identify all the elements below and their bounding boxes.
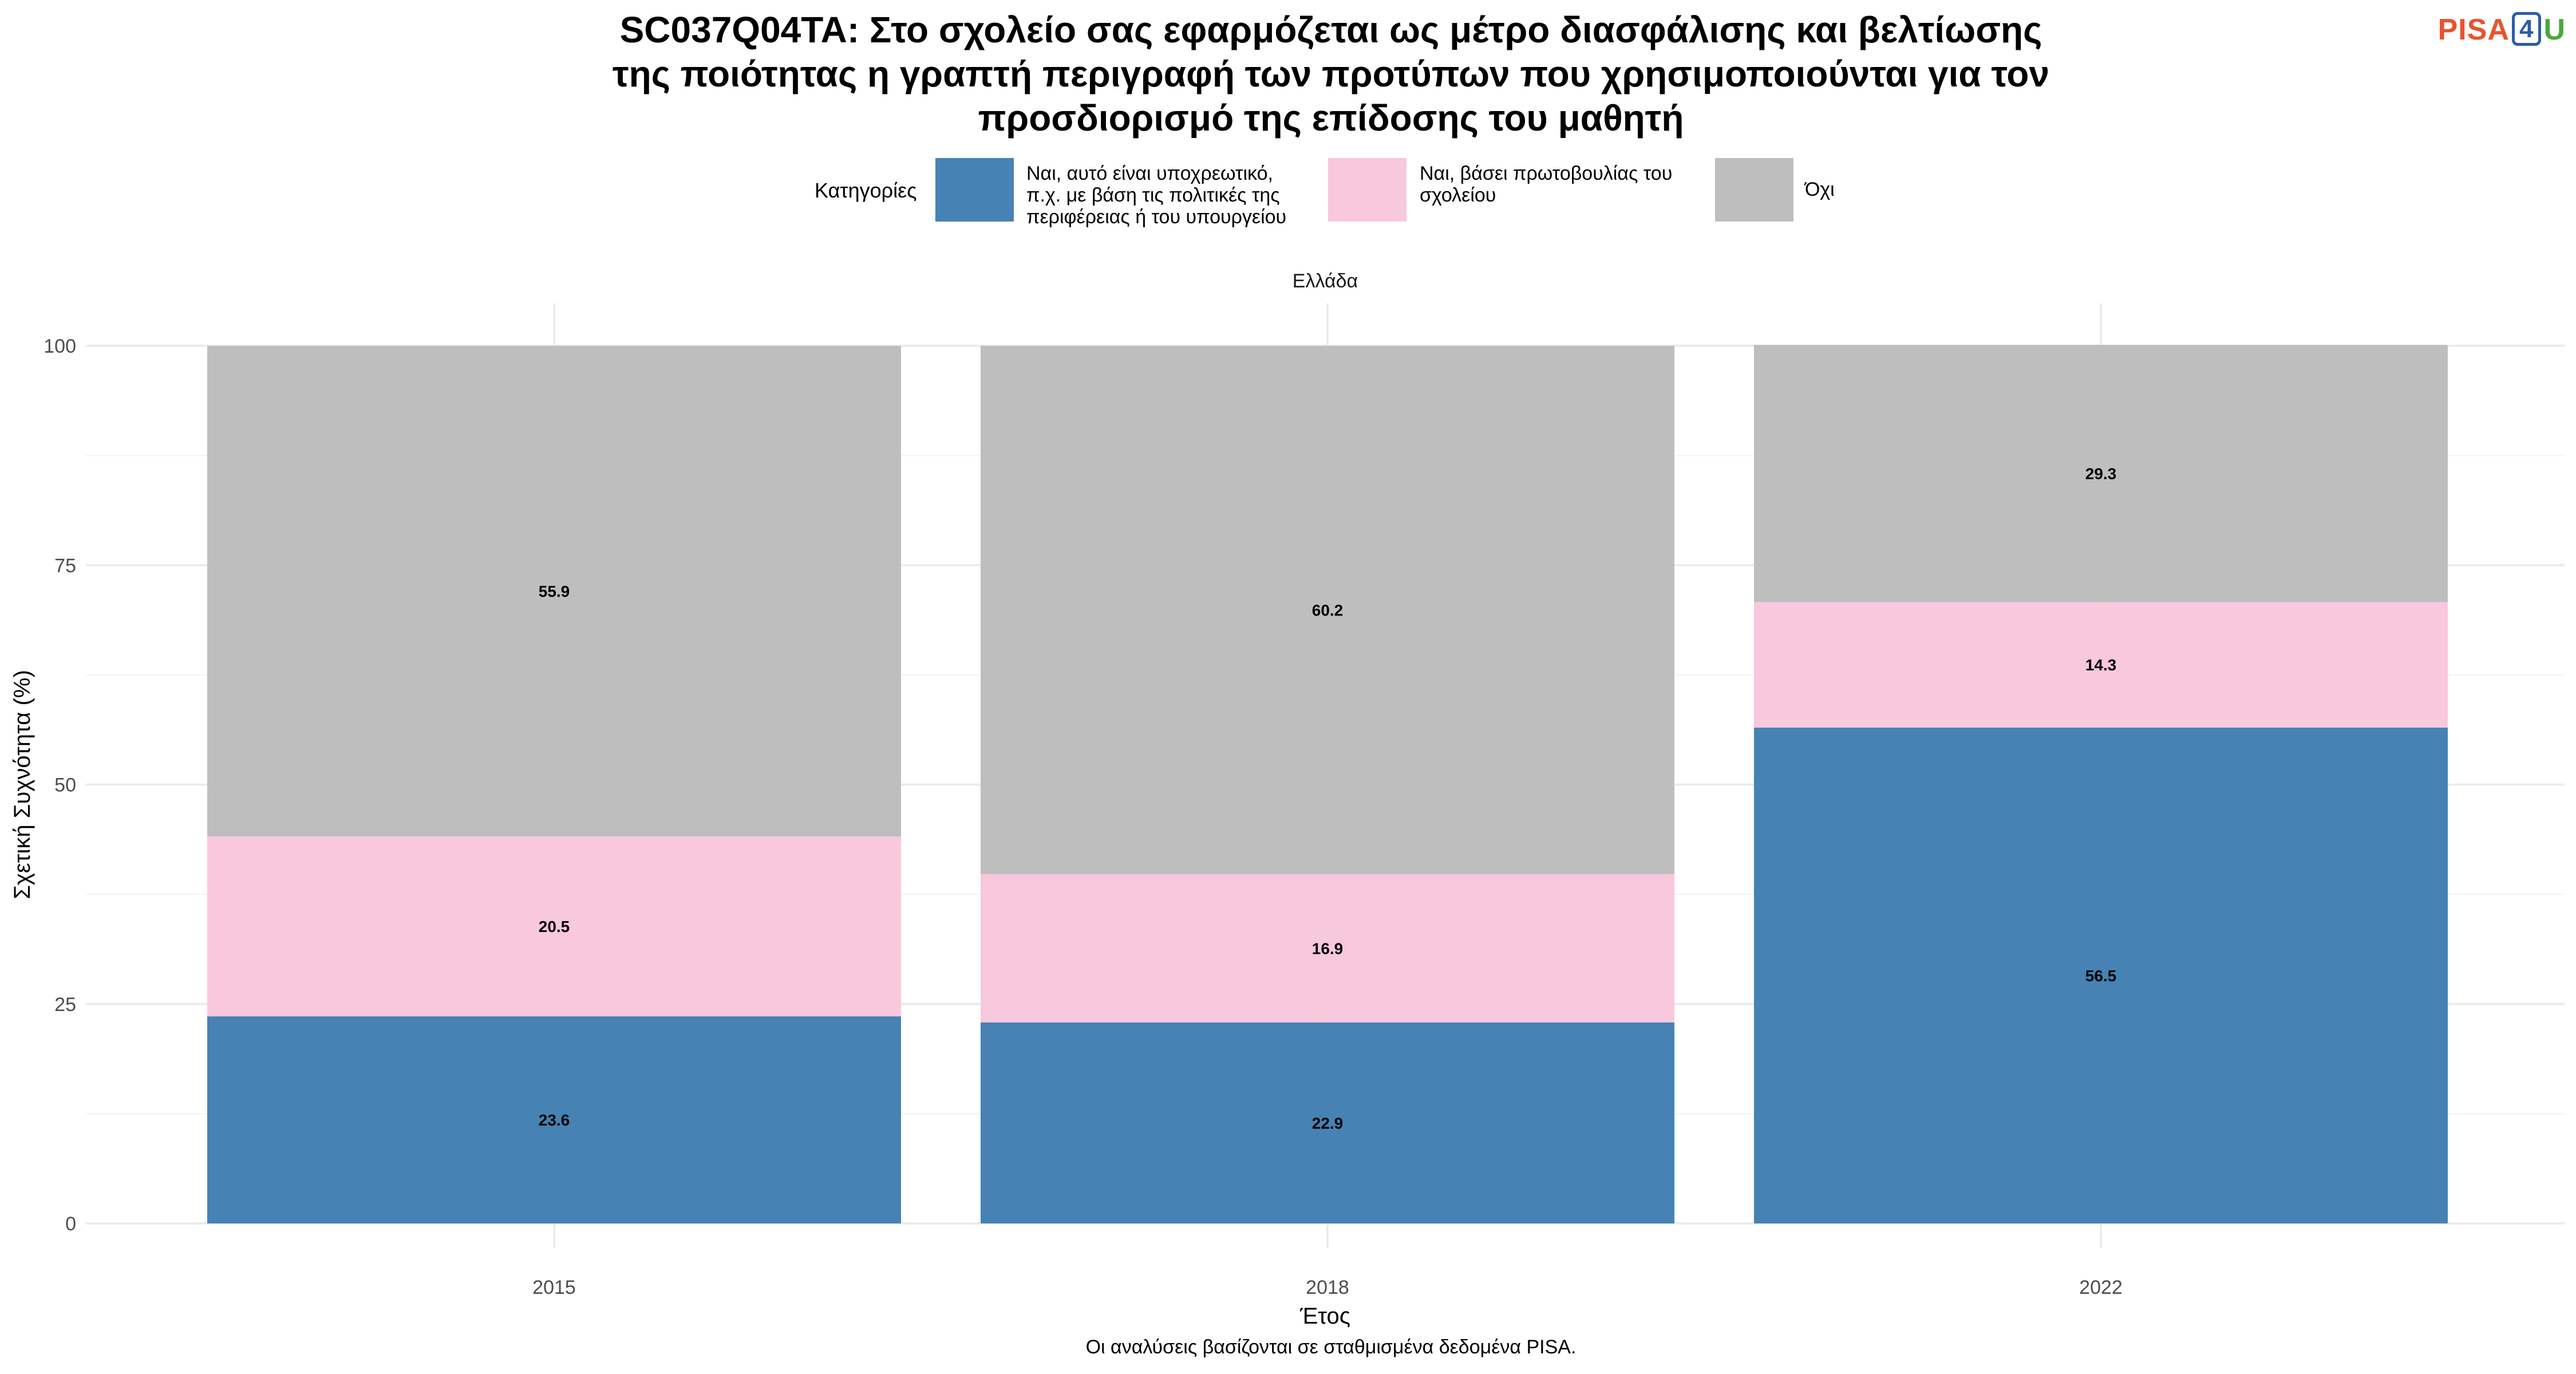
title-line-2: της ποιότητας η γραπτή περιγραφή των προ… (613, 53, 2049, 94)
caption: Οι αναλύσεις βασίζονται σε σταθμισμένα δ… (1085, 1336, 1577, 1358)
data-label: 23.6 (539, 1111, 570, 1129)
y-tick-label: 50 (54, 775, 76, 796)
data-label: 56.5 (2085, 967, 2117, 985)
bar-segment-mandatory (981, 1022, 1674, 1223)
data-label: 55.9 (539, 582, 570, 600)
data-label: 14.3 (2085, 656, 2117, 674)
title-line-3: προσδιορισμό της επίδοσης του μαθητή (978, 97, 1684, 139)
axes: Ελλάδα 0 25 50 75 100 2015 2018 2022 Έτος Σχετική … (10, 270, 2123, 1329)
y-tick-label: 100 (44, 335, 76, 357)
y-tick-label: 25 (54, 994, 76, 1016)
legend-label-mandatory: Ναι, αυτό είναι υποχρεωτικό, π.χ. με βάσ… (1026, 163, 1286, 228)
legend-label-mandatory-line: π.χ. με βάση τις πολιτικές της (1026, 184, 1280, 206)
data-label: 22.9 (1312, 1114, 1344, 1132)
bars (207, 345, 2448, 1223)
legend-label-school-initiative: Ναι, βάσει πρωτοβουλίας του σχολείου (1420, 163, 1672, 206)
data-label: 60.2 (1312, 601, 1344, 619)
legend-label-mandatory-line: Ναι, αυτό είναι υποχρεωτικό, (1026, 163, 1273, 184)
bar-segment-mandatory (1754, 727, 2448, 1223)
data-label: 20.5 (539, 918, 570, 935)
y-tick-label: 75 (54, 555, 76, 577)
pisa4u-logo: PISA 4 U (2437, 12, 2566, 47)
bar-segment-no (1754, 345, 2448, 602)
y-tick-label: 0 (65, 1213, 76, 1235)
y-axis-title: Σχετική Συχνότητα (%) (10, 670, 35, 899)
legend-title: Κατηγορίες (815, 179, 917, 202)
legend-label-no-line: Όχι (1805, 179, 1835, 200)
chart-title: SC037Q04TA: Στο σχολείο σας εφαρμόζεται … (0, 8, 2576, 140)
logo-text-pisa: PISA (2437, 13, 2510, 46)
legend-label-school-initiative-line: σχολείου (1420, 184, 1496, 206)
logo-text-u: U (2543, 13, 2566, 46)
legend-key-mandatory (935, 158, 1014, 222)
title-line-1: SC037Q04TA: Στο σχολείο σας εφαρμόζεται … (619, 9, 2042, 50)
bar-segment-no (981, 346, 1674, 874)
legend: Κατηγορίες Ναι, αυτό είναι υποχρεωτικό, … (0, 158, 2576, 228)
legend-key-no (1715, 158, 1793, 222)
bar-segment-school-initiative (207, 836, 901, 1017)
data-label: 29.3 (2085, 465, 2117, 483)
logo-text-4: 4 (2511, 12, 2542, 46)
x-tick-label: 2018 (1306, 1277, 1349, 1298)
legend-key-school-initiative (1328, 158, 1406, 222)
legend-label-no: Όχι (1805, 179, 1835, 200)
bar-segment-mandatory (207, 1016, 901, 1223)
legend-label-mandatory-line: περιφέρειας ή του υπουργείου (1026, 206, 1287, 228)
x-tick-label: 2015 (532, 1277, 576, 1298)
bar-segment-school-initiative (981, 874, 1674, 1022)
bar-segment-school-initiative (1754, 602, 2448, 728)
legend-label-school-initiative-line: Ναι, βάσει πρωτοβουλίας του (1420, 163, 1673, 184)
x-axis-title: Έτος (1299, 1304, 1350, 1329)
data-labels: 23.6 20.5 55.9 22.9 16.9 60.2 56.5 14.3 29.3 (539, 465, 2117, 1132)
x-tick-label: 2022 (2079, 1277, 2123, 1298)
facet-label: Ελλάδα (1293, 270, 1358, 292)
data-label: 16.9 (1312, 939, 1344, 957)
bar-segment-no (207, 346, 901, 836)
